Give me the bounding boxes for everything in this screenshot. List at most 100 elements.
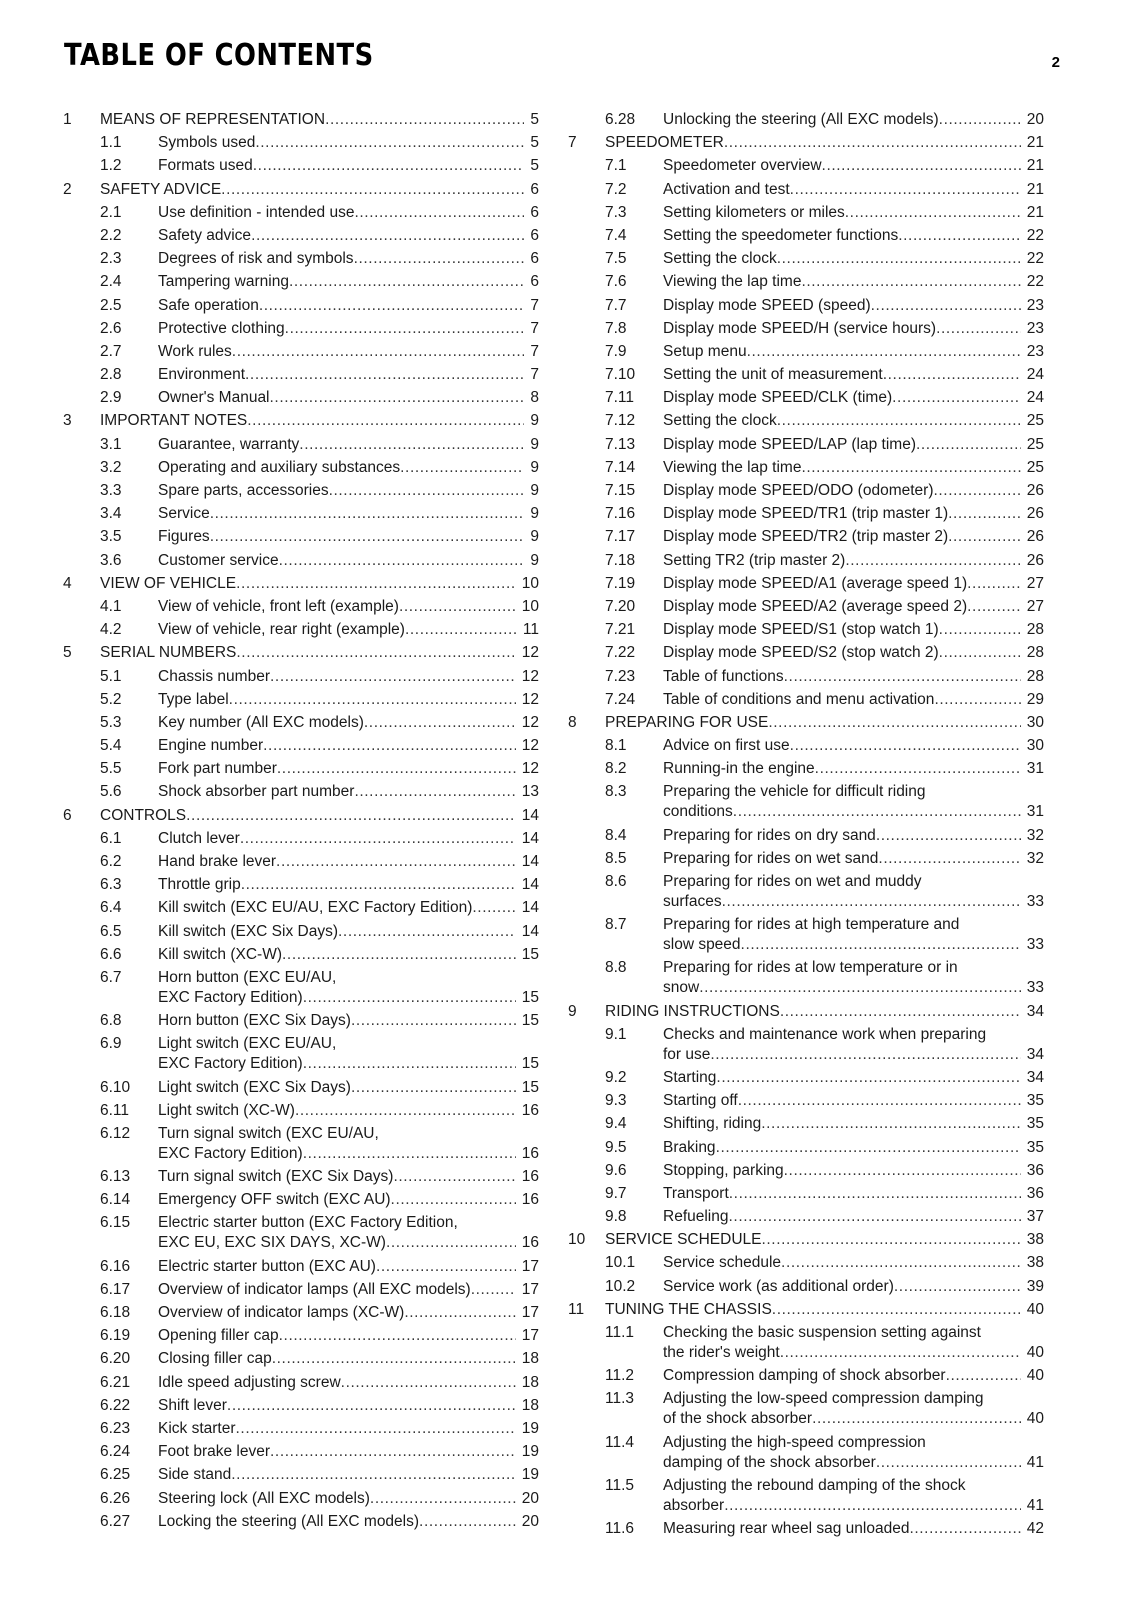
toc-section-entry[interactable]: 7.21 Display mode SPEED/S1 (stop watch 1)… — [568, 620, 1044, 640]
toc-section-entry[interactable]: 6.14 Emergency OFF switch (EXC AU) 16 — [63, 1190, 539, 1210]
toc-section-entry[interactable]: 6.10 Light switch (EXC Six Days) 15 — [63, 1078, 539, 1098]
toc-section-entry[interactable]: 2.6 Protective clothing 7 — [63, 319, 539, 339]
toc-section-entry[interactable]: 7.20 Display mode SPEED/A2 (average speed… — [568, 597, 1044, 617]
toc-section-entry[interactable]: 7.4 Setting the speedometer functions 22 — [568, 226, 1044, 246]
toc-section-entry[interactable]: 7.15 Display mode SPEED/ODO (odometer) 26 — [568, 481, 1044, 501]
toc-section-entry[interactable]: 8.2 Running-in the engine 31 — [568, 759, 1044, 779]
toc-section-entry[interactable]: 6.19 Opening filler cap 17 — [63, 1326, 539, 1346]
toc-section-entry[interactable]: 10.2 Service work (as additional order) 39 — [568, 1277, 1044, 1297]
toc-section-entry[interactable]: 6.7 Horn button (EXC EU/AU, EXC Factory Ed… — [63, 968, 539, 1008]
toc-chapter-entry[interactable]: 6 CONTROLS 14 — [63, 806, 539, 826]
toc-section-entry[interactable]: 5.3 Key number (All EXC models) 12 — [63, 713, 539, 733]
toc-section-entry[interactable]: 6.23 Kick starter 19 — [63, 1419, 539, 1439]
toc-section-entry[interactable]: 2.4 Tampering warning 6 — [63, 272, 539, 292]
toc-section-entry[interactable]: 8.1 Advice on first use 30 — [568, 736, 1044, 756]
toc-section-entry[interactable]: 6.16 Electric starter button (EXC AU) 17 — [63, 1257, 539, 1277]
toc-section-entry[interactable]: 6.25 Side stand 19 — [63, 1465, 539, 1485]
toc-section-entry[interactable]: 9.7 Transport 36 — [568, 1184, 1044, 1204]
toc-section-entry[interactable]: 1.1 Symbols used 5 — [63, 133, 539, 153]
toc-section-entry[interactable]: 7.22 Display mode SPEED/S2 (stop watch 2)… — [568, 643, 1044, 663]
toc-section-entry[interactable]: 6.8 Horn button (EXC Six Days) 15 — [63, 1011, 539, 1031]
toc-chapter-entry[interactable]: 1 MEANS OF REPRESENTATION 5 — [63, 110, 539, 130]
toc-section-entry[interactable]: 4.2 View of vehicle, rear right (example)… — [63, 620, 539, 640]
toc-section-entry[interactable]: 7.23 Table of functions 28 — [568, 667, 1044, 687]
toc-section-entry[interactable]: 7.10 Setting the unit of measurement 24 — [568, 365, 1044, 385]
toc-section-entry[interactable]: 3.2 Operating and auxiliary substances 9 — [63, 458, 539, 478]
toc-section-entry[interactable]: 7.12 Setting the clock 25 — [568, 411, 1044, 431]
toc-section-entry[interactable]: 10.1 Service schedule 38 — [568, 1253, 1044, 1273]
toc-section-entry[interactable]: 6.22 Shift lever 18 — [63, 1396, 539, 1416]
toc-chapter-entry[interactable]: 11 TUNING THE CHASSIS 40 — [568, 1300, 1044, 1320]
toc-section-entry[interactable]: 11.3 Adjusting the low-speed compression … — [568, 1389, 1044, 1429]
toc-section-entry[interactable]: 6.20 Closing filler cap 18 — [63, 1349, 539, 1369]
toc-section-entry[interactable]: 2.8 Environment 7 — [63, 365, 539, 385]
toc-chapter-entry[interactable]: 10 SERVICE SCHEDULE 38 — [568, 1230, 1044, 1250]
toc-section-entry[interactable]: 6.4 Kill switch (EXC EU/AU, EXC Factory E… — [63, 898, 539, 918]
toc-section-entry[interactable]: 8.4 Preparing for rides on dry sand 32 — [568, 826, 1044, 846]
toc-section-entry[interactable]: 6.21 Idle speed adjusting screw 18 — [63, 1373, 539, 1393]
toc-section-entry[interactable]: 7.14 Viewing the lap time 25 — [568, 458, 1044, 478]
toc-chapter-entry[interactable]: 4 VIEW OF VEHICLE 10 — [63, 574, 539, 594]
toc-section-entry[interactable]: 7.3 Setting kilometers or miles 21 — [568, 203, 1044, 223]
toc-section-entry[interactable]: 6.24 Foot brake lever 19 — [63, 1442, 539, 1462]
toc-section-entry[interactable]: 6.5 Kill switch (EXC Six Days) 14 — [63, 922, 539, 942]
toc-section-entry[interactable]: 5.2 Type label 12 — [63, 690, 539, 710]
toc-section-entry[interactable]: 6.11 Light switch (XC-W) 16 — [63, 1101, 539, 1121]
toc-section-entry[interactable]: 11.4 Adjusting the high-speed compression… — [568, 1433, 1044, 1473]
toc-section-entry[interactable]: 6.17 Overview of indicator lamps (All EXC… — [63, 1280, 539, 1300]
toc-section-entry[interactable]: 6.27 Locking the steering (All EXC models… — [63, 1512, 539, 1532]
toc-section-entry[interactable]: 2.9 Owner's Manual 8 — [63, 388, 539, 408]
toc-section-entry[interactable]: 3.4 Service 9 — [63, 504, 539, 524]
toc-section-entry[interactable]: 6.13 Turn signal switch (EXC Six Days) 16 — [63, 1167, 539, 1187]
toc-section-entry[interactable]: 3.3 Spare parts, accessories 9 — [63, 481, 539, 501]
toc-section-entry[interactable]: 9.3 Starting off 35 — [568, 1091, 1044, 1111]
toc-section-entry[interactable]: 7.19 Display mode SPEED/A1 (average speed… — [568, 574, 1044, 594]
toc-section-entry[interactable]: 6.3 Throttle grip 14 — [63, 875, 539, 895]
toc-chapter-entry[interactable]: 9 RIDING INSTRUCTIONS 34 — [568, 1002, 1044, 1022]
toc-section-entry[interactable]: 4.1 View of vehicle, front left (example)… — [63, 597, 539, 617]
toc-section-entry[interactable]: 3.6 Customer service 9 — [63, 551, 539, 571]
toc-section-entry[interactable]: 8.3 Preparing the vehicle for difficult r… — [568, 782, 1044, 822]
toc-section-entry[interactable]: 2.7 Work rules 7 — [63, 342, 539, 362]
toc-section-entry[interactable]: 7.7 Display mode SPEED (speed) 23 — [568, 296, 1044, 316]
toc-section-entry[interactable]: 8.6 Preparing for rides on wet and muddy s… — [568, 872, 1044, 912]
toc-section-entry[interactable]: 1.2 Formats used 5 — [63, 156, 539, 176]
toc-section-entry[interactable]: 6.26 Steering lock (All EXC models) 20 — [63, 1489, 539, 1509]
toc-section-entry[interactable]: 2.2 Safety advice 6 — [63, 226, 539, 246]
toc-chapter-entry[interactable]: 7 SPEEDOMETER 21 — [568, 133, 1044, 153]
toc-section-entry[interactable]: 6.6 Kill switch (XC-W) 15 — [63, 945, 539, 965]
toc-chapter-entry[interactable]: 5 SERIAL NUMBERS 12 — [63, 643, 539, 663]
toc-section-entry[interactable]: 6.12 Turn signal switch (EXC EU/AU, EXC Fa… — [63, 1124, 539, 1164]
toc-section-entry[interactable]: 2.1 Use definition - intended use 6 — [63, 203, 539, 223]
toc-section-entry[interactable]: 8.5 Preparing for rides on wet sand 32 — [568, 849, 1044, 869]
toc-section-entry[interactable]: 7.5 Setting the clock 22 — [568, 249, 1044, 269]
toc-section-entry[interactable]: 6.18 Overview of indicator lamps (XC-W) 17 — [63, 1303, 539, 1323]
toc-section-entry[interactable]: 7.17 Display mode SPEED/TR2 (trip master … — [568, 527, 1044, 547]
toc-chapter-entry[interactable]: 2 SAFETY ADVICE 6 — [63, 180, 539, 200]
toc-section-entry[interactable]: 7.2 Activation and test 21 — [568, 180, 1044, 200]
toc-section-entry[interactable]: 8.7 Preparing for rides at high temperatu… — [568, 915, 1044, 955]
toc-section-entry[interactable]: 7.24 Table of conditions and menu activat… — [568, 690, 1044, 710]
toc-section-entry[interactable]: 9.6 Stopping, parking 36 — [568, 1161, 1044, 1181]
toc-section-entry[interactable]: 11.6 Measuring rear wheel sag unloaded 42 — [568, 1519, 1044, 1539]
toc-section-entry[interactable]: 11.2 Compression damping of shock absorbe… — [568, 1366, 1044, 1386]
toc-section-entry[interactable]: 7.18 Setting TR2 (trip master 2) 26 — [568, 551, 1044, 571]
toc-section-entry[interactable]: 9.2 Starting 34 — [568, 1068, 1044, 1088]
toc-section-entry[interactable]: 6.1 Clutch lever 14 — [63, 829, 539, 849]
toc-section-entry[interactable]: 9.5 Braking 35 — [568, 1138, 1044, 1158]
toc-chapter-entry[interactable]: 3 IMPORTANT NOTES 9 — [63, 411, 539, 431]
toc-section-entry[interactable]: 5.4 Engine number 12 — [63, 736, 539, 756]
toc-section-entry[interactable]: 7.9 Setup menu 23 — [568, 342, 1044, 362]
toc-section-entry[interactable]: 6.9 Light switch (EXC EU/AU, EXC Factory E… — [63, 1034, 539, 1074]
toc-chapter-entry[interactable]: 8 PREPARING FOR USE 30 — [568, 713, 1044, 733]
toc-section-entry[interactable]: 2.3 Degrees of risk and symbols 6 — [63, 249, 539, 269]
toc-section-entry[interactable]: 9.4 Shifting, riding 35 — [568, 1114, 1044, 1134]
toc-section-entry[interactable]: 9.8 Refueling 37 — [568, 1207, 1044, 1227]
toc-section-entry[interactable]: 5.6 Shock absorber part number 13 — [63, 782, 539, 802]
toc-section-entry[interactable]: 5.1 Chassis number 12 — [63, 667, 539, 687]
toc-section-entry[interactable]: 7.6 Viewing the lap time 22 — [568, 272, 1044, 292]
toc-section-entry[interactable]: 8.8 Preparing for rides at low temperatur… — [568, 958, 1044, 998]
toc-section-entry[interactable]: 7.1 Speedometer overview 21 — [568, 156, 1044, 176]
toc-section-entry[interactable]: 9.1 Checks and maintenance work when prep… — [568, 1025, 1044, 1065]
toc-section-entry[interactable]: 6.28 Unlocking the steering (All EXC mode… — [568, 110, 1044, 130]
